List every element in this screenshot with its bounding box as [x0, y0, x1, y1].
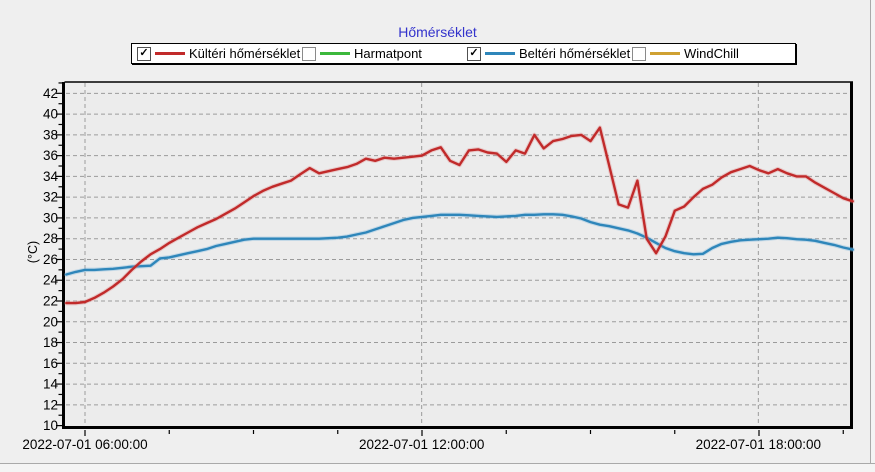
series-line-belt-ri-h-m-rs-klet: [65, 213, 854, 276]
legend-label-4: WindChill: [684, 46, 739, 61]
y-tick-label: 12: [43, 397, 58, 412]
y-tick-label: 40: [43, 107, 58, 122]
bevel-bottom-line: [0, 463, 875, 464]
y-tick-label: 22: [43, 294, 58, 309]
x-tick-label: 2022-07-01 06:00:00: [22, 437, 147, 452]
y-tick-label: 18: [43, 335, 58, 350]
series-line-k-lt-ri-h-m-rs-klet: [65, 126, 854, 305]
bevel-bottom-strip: [0, 464, 875, 472]
y-axis-label: (°C): [26, 241, 40, 263]
y-tick-label: 10: [43, 418, 58, 433]
legend-label-1: Kültéri hőmérséklet: [189, 46, 301, 61]
legend-item-4: WindChill: [632, 44, 797, 63]
plot-area: [65, 82, 853, 429]
legend-line-swatch-1: [155, 52, 185, 55]
legend-checkbox-1[interactable]: ✓: [137, 46, 151, 61]
y-tick-label: 30: [43, 210, 58, 225]
y-tick-label: 42: [43, 86, 58, 101]
legend-checkbox-2[interactable]: [302, 46, 316, 61]
legend: ✓ Kültéri hőmérséklet Harmatpont ✓ Beltéri h…: [131, 43, 796, 64]
legend-line-swatch-4: [650, 52, 680, 55]
y-tick-label: 14: [43, 377, 59, 392]
y-tick-label: 38: [43, 127, 58, 142]
chart-title: Hőmérséklet: [398, 24, 477, 40]
y-tick-label: 28: [43, 231, 58, 246]
legend-label-3: Beltéri hőmérséklet: [519, 46, 631, 61]
legend-line-swatch-2: [320, 52, 350, 55]
legend-item-2: Harmatpont: [302, 44, 467, 63]
y-tick-label: 16: [43, 356, 58, 371]
legend-item-3: ✓ Beltéri hőmérséklet: [467, 44, 632, 63]
y-tick-label: 26: [43, 252, 58, 267]
legend-line-swatch-3: [485, 52, 515, 55]
x-tick-label: 2022-07-01 12:00:00: [359, 437, 484, 452]
legend-checkbox-3[interactable]: ✓: [467, 46, 481, 61]
bevel-right-strip: [871, 0, 875, 463]
bevel-right-line: [870, 0, 871, 463]
x-tick-label: 2022-07-01 18:00:00: [696, 437, 821, 452]
y-tick-label: 24: [43, 273, 59, 288]
y-tick-label: 20: [43, 314, 58, 329]
y-tick-label: 34: [43, 169, 59, 184]
legend-checkbox-4[interactable]: [632, 46, 646, 61]
legend-label-2: Harmatpont: [354, 46, 422, 61]
y-tick-label: 32: [43, 190, 58, 205]
y-tick-label: 36: [43, 148, 58, 163]
legend-item-1: ✓ Kültéri hőmérséklet: [137, 44, 302, 63]
